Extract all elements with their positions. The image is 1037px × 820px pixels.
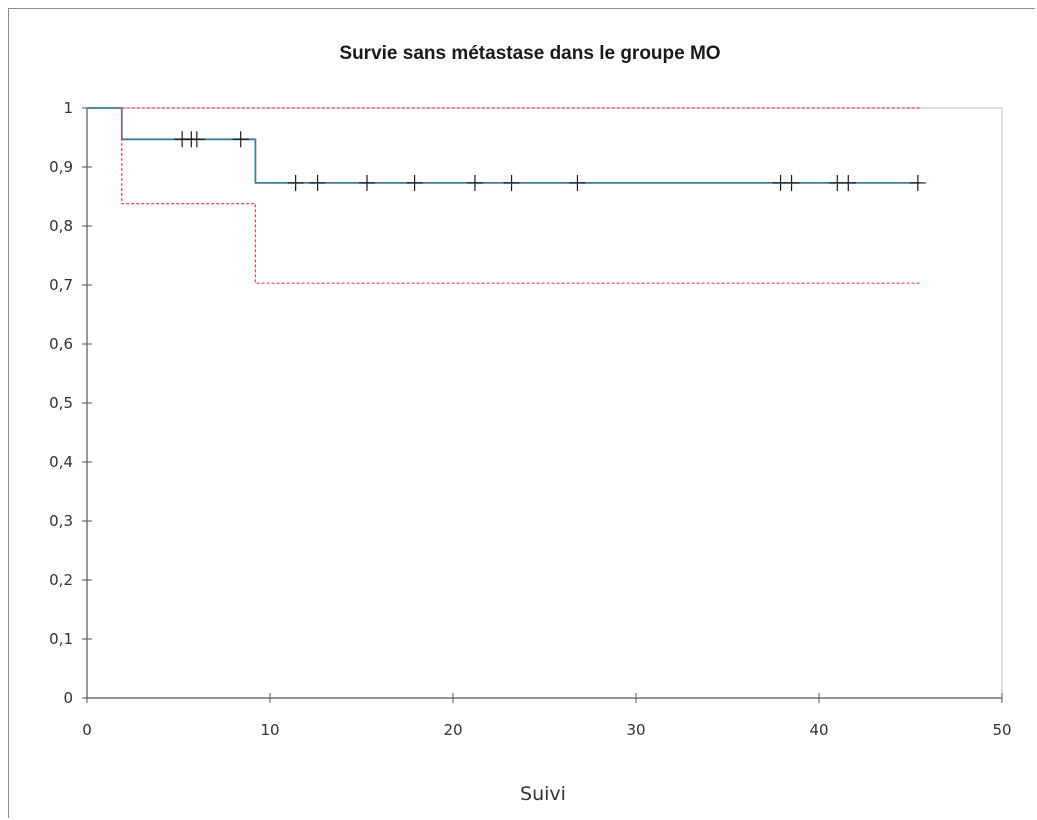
- chart-title: Survie sans métastase dans le groupe MO: [339, 43, 720, 64]
- y-tick-label: 0,2: [49, 571, 73, 589]
- y-tick-label: 0,1: [49, 630, 73, 648]
- series-layer: [87, 107, 920, 284]
- y-tick-label: 0,6: [49, 335, 73, 353]
- y-tick-label: 0,5: [49, 394, 73, 412]
- censor-marks: [174, 131, 926, 191]
- y-tick-label: 1: [63, 99, 73, 117]
- censor-mark: [503, 174, 520, 191]
- censor-mark: [466, 174, 483, 191]
- survival-curve-line: [87, 107, 920, 184]
- y-tick-label: 0,9: [49, 158, 73, 176]
- censor-mark: [287, 174, 304, 191]
- censor-mark: [783, 174, 800, 191]
- censor-mark: [188, 131, 205, 148]
- y-tick-label: 0,3: [49, 512, 73, 530]
- chart-frame: [8, 8, 1035, 818]
- x-tick-label: 50: [992, 721, 1011, 739]
- y-tick-label: 0,8: [49, 217, 73, 235]
- censor-mark: [232, 131, 249, 148]
- censor-mark: [309, 174, 326, 191]
- x-tick-label: 10: [260, 721, 279, 739]
- x-tick-label: 40: [809, 721, 828, 739]
- censor-mark: [358, 174, 375, 191]
- axes: 00,10,20,30,40,50,60,70,80,910 10 20 30 40 50: [49, 99, 1011, 739]
- censor-mark: [840, 174, 857, 191]
- y-tick-label: 0,7: [49, 276, 73, 294]
- censor-mark: [909, 174, 926, 191]
- y-tick-label: 0: [63, 689, 73, 707]
- x-axis-label: Suivi: [520, 783, 566, 805]
- x-tick-label: 30: [626, 721, 645, 739]
- y-tick-label: 0,4: [49, 453, 73, 471]
- x-tick-label: 20: [443, 721, 462, 739]
- confidence-bound-line: [121, 108, 920, 284]
- censor-mark: [406, 174, 423, 191]
- censor-mark: [569, 174, 586, 191]
- x-tick-label: 0: [82, 721, 92, 739]
- plot-area: [86, 107, 1003, 699]
